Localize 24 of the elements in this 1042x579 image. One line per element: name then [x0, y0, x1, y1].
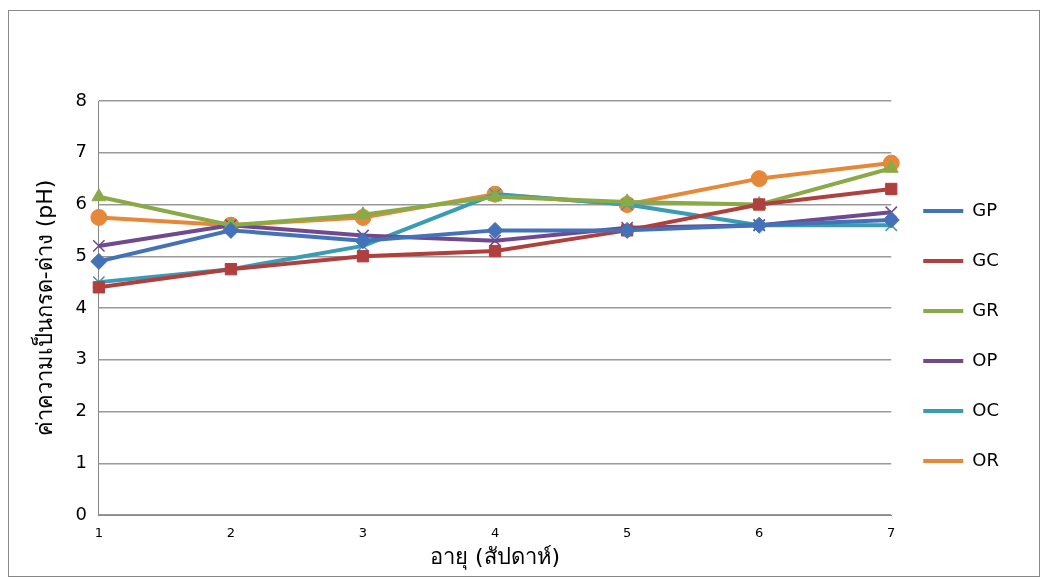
- x-tick-label: 2: [226, 525, 236, 541]
- y-tick-label: 8: [75, 88, 87, 110]
- y-tick-label: 1: [75, 450, 87, 472]
- y-tick-label: 2: [75, 399, 87, 421]
- y-tick-label: 6: [75, 192, 87, 214]
- legend-label: GC: [972, 248, 999, 270]
- y-tick-label: 7: [75, 140, 87, 162]
- y-tick-label: 5: [75, 243, 87, 265]
- x-tick-label: 6: [755, 525, 764, 541]
- x-tick-label: 4: [490, 525, 500, 541]
- x-axis-title: อายุ (สัปดาห์): [429, 543, 561, 570]
- y-axis-title: ค่าความเป็นกรด-ด่าง (pH): [29, 179, 57, 437]
- legend-label: OR: [972, 448, 999, 470]
- x-tick-label: 3: [358, 525, 368, 541]
- y-tick-label: 0: [75, 502, 87, 524]
- legend-label: GR: [972, 298, 999, 320]
- x-tick-label: 7: [887, 525, 896, 541]
- y-tick-label: 3: [75, 347, 87, 369]
- legend-label: GP: [972, 198, 998, 220]
- legend-label: OP: [972, 348, 998, 370]
- x-tick-label: 5: [622, 525, 632, 541]
- legend-label: OC: [972, 398, 1000, 420]
- y-tick-label: 4: [75, 295, 87, 317]
- x-tick-label: 1: [94, 525, 103, 541]
